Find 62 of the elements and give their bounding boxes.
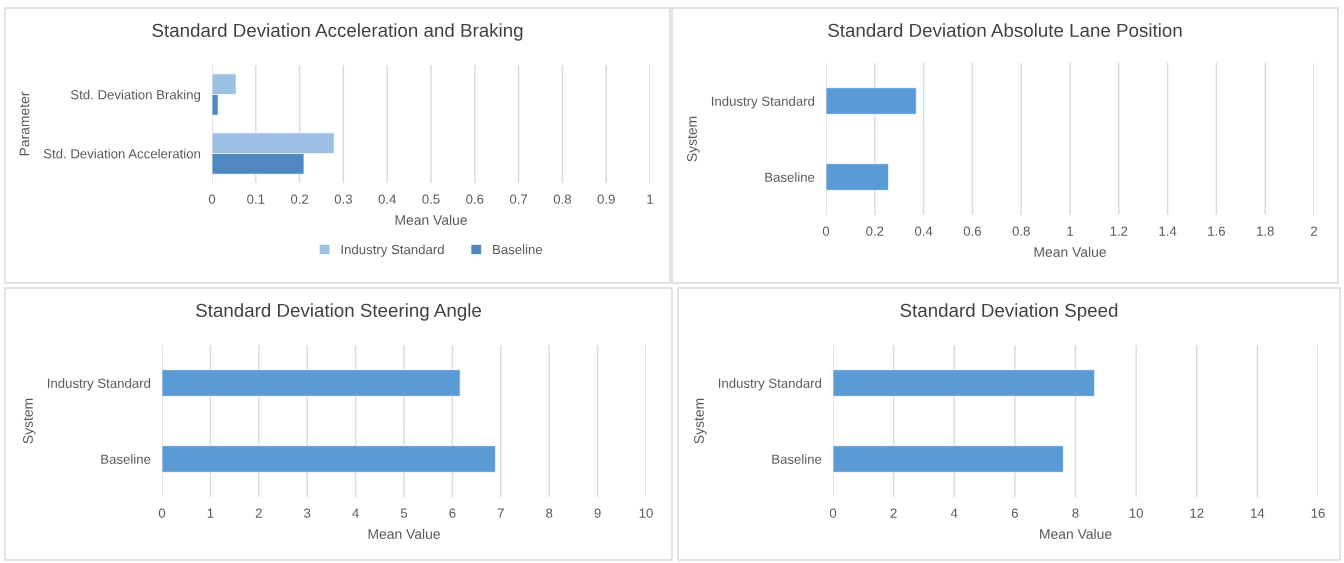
y-tick-label: Industry Standard [47,378,151,391]
x-tick-label: 2 [1311,226,1318,236]
x-tick-label: 14 [1251,508,1265,518]
x-tick-label: 0 [208,194,216,204]
y-tick-label: Industry Standard [718,378,822,391]
x-tick-label: 0.8 [1012,226,1030,236]
legend-label: Baseline [493,244,543,255]
x-tick-label: 0.2 [290,194,309,204]
x-tick-label: 1.2 [1110,226,1128,236]
x-tick-label: 10 [639,508,653,518]
x-axis-title: Mean Value [1040,528,1112,539]
x-tick-label: 2 [890,508,897,518]
x-tick-label: 1.4 [1159,226,1177,236]
x-axis-title: Mean Value [1034,246,1106,257]
x-tick-label: 1.6 [1208,226,1225,236]
x-tick-label: 2 [255,508,262,518]
x-tick-label: 12 [1190,508,1204,518]
x-tick-label: 1 [1067,226,1074,236]
x-tick-label: 6 [449,508,456,518]
y-axis-title: System [687,116,700,162]
x-tick-label: 0.1 [247,194,265,204]
x-tick-label: 0.9 [597,194,615,204]
x-tick-label: 0 [829,508,837,518]
x-tick-label: 4 [352,508,359,518]
chart-title: Standard Deviation Speed [900,303,1118,321]
x-tick-label: 0.2 [866,226,884,236]
x-tick-label: 0.6 [466,194,484,204]
x-tick-label: 0.4 [914,226,933,236]
x-tick-label: 1 [647,194,654,204]
y-tick-label: Std. Deviation Acceleration [43,148,201,159]
x-tick-label: 0.8 [553,194,571,204]
x-tick-label: 9 [594,508,601,518]
chart-title: Standard Deviation Acceleration and Braking [152,23,523,41]
legend-label: Industry Standard [341,244,444,257]
x-tick-label: 0.4 [378,194,396,204]
x-tick-label: 8 [546,508,553,518]
x-tick-label: 0 [158,508,166,518]
x-tick-label: 1.8 [1257,226,1274,236]
y-tick-label: Std. Deviation Braking [70,89,201,103]
y-tick-label: Baseline [101,454,151,464]
x-tick-label: 6 [1011,508,1018,518]
y-axis-title: Parameter [19,91,30,156]
x-tick-label: 7 [497,508,504,518]
x-tick-label: 10 [1129,508,1143,518]
x-axis-title: Mean Value [395,214,467,225]
chart-title: Standard Deviation Steering Angle [196,303,481,321]
x-tick-label: 0.7 [509,194,528,204]
x-tick-label: 1 [207,508,214,518]
x-tick-label: 0.5 [422,194,440,204]
x-tick-label: 0.6 [963,226,981,236]
y-tick-label: Industry Standard [711,96,815,109]
y-axis-title: System [694,398,707,444]
x-tick-label: 16 [1311,508,1325,518]
x-tick-label: 5 [400,508,408,518]
y-axis-title: System [23,398,36,444]
x-axis-title: Mean Value [368,528,440,539]
x-tick-label: 4 [950,508,958,518]
x-tick-label: 0.3 [334,194,352,204]
chart-title: Standard Deviation Absolute Lane Position [828,23,1182,38]
x-tick-label: 3 [304,508,311,518]
x-tick-label: 0 [822,226,830,236]
x-tick-label: 8 [1072,508,1079,518]
